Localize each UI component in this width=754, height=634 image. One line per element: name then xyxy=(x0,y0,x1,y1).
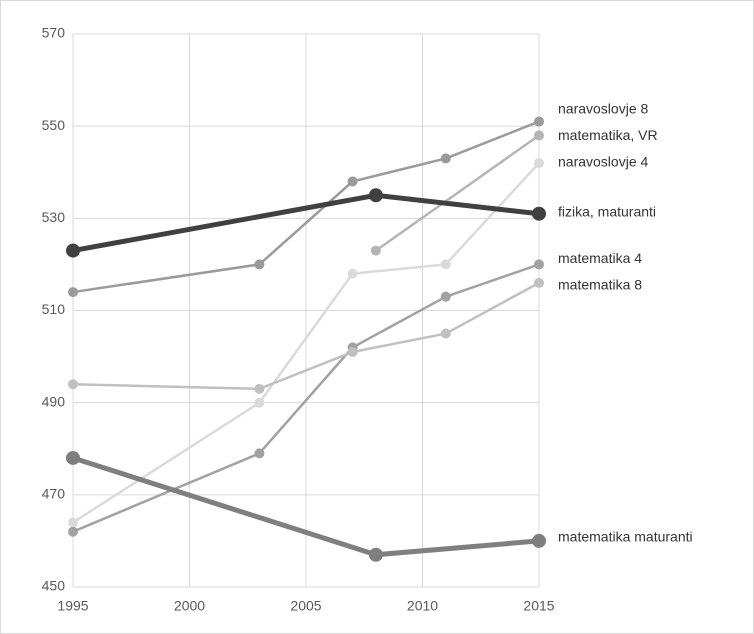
x-tick-label: 1995 xyxy=(57,598,88,614)
point xyxy=(534,116,544,127)
point xyxy=(534,158,544,169)
point xyxy=(254,383,265,394)
series-label: matematika 4 xyxy=(558,250,642,266)
point xyxy=(68,517,78,528)
y-tick-label: 530 xyxy=(42,209,66,225)
point xyxy=(254,397,265,408)
point xyxy=(347,268,358,279)
point xyxy=(534,259,544,270)
point xyxy=(440,259,451,270)
point xyxy=(66,243,80,258)
point xyxy=(254,259,265,270)
point xyxy=(68,526,78,537)
y-tick-label: 490 xyxy=(42,393,66,409)
point xyxy=(66,450,80,465)
point xyxy=(440,153,451,164)
point xyxy=(534,277,544,288)
point xyxy=(347,176,358,187)
y-tick-label: 450 xyxy=(42,578,66,594)
point xyxy=(68,287,78,298)
point xyxy=(254,448,265,459)
series-label: naravoslovje 8 xyxy=(558,100,648,116)
point xyxy=(368,188,383,203)
point xyxy=(534,130,544,141)
point xyxy=(440,291,451,302)
point xyxy=(370,245,381,256)
y-tick-label: 470 xyxy=(42,486,66,502)
series-label: naravoslovje 4 xyxy=(558,154,648,170)
x-tick-label: 2005 xyxy=(290,598,321,614)
x-tick-label: 2010 xyxy=(407,598,438,614)
series-label: fizika, maturanti xyxy=(558,203,656,219)
x-tick-label: 2000 xyxy=(174,598,205,614)
point xyxy=(440,328,451,339)
point xyxy=(68,379,78,390)
series-label: matematika, VR xyxy=(558,127,658,143)
point xyxy=(532,533,546,548)
y-tick-label: 550 xyxy=(42,117,66,133)
series-label: matematika 8 xyxy=(558,277,642,293)
y-tick-label: 570 xyxy=(42,25,66,41)
series-line xyxy=(375,134,540,252)
point xyxy=(368,547,383,562)
series-label: matematika maturanti xyxy=(558,529,693,545)
point xyxy=(532,206,546,221)
y-tick-label: 510 xyxy=(42,301,66,317)
x-tick-label: 2015 xyxy=(523,598,554,614)
point xyxy=(347,346,358,357)
